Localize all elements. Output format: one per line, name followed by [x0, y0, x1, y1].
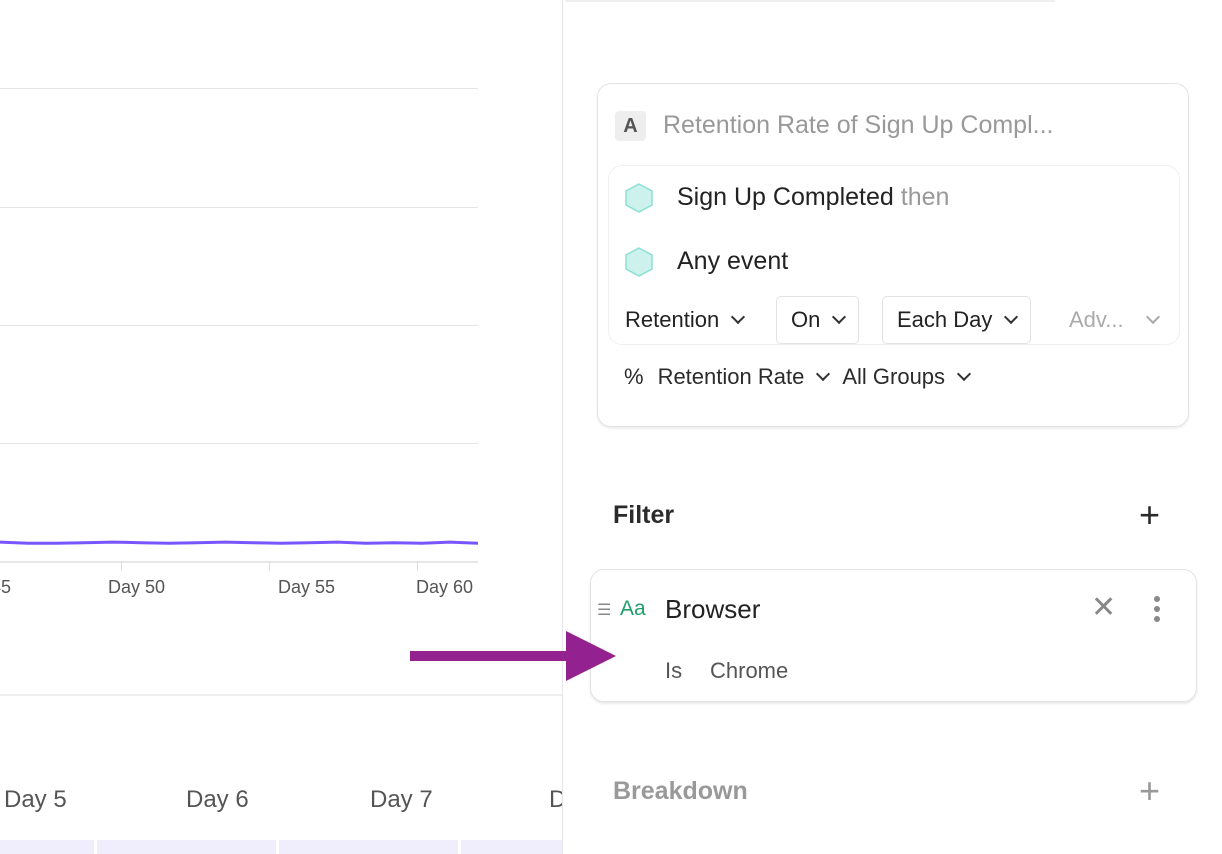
add-breakdown-plus-icon[interactable]: +: [1139, 770, 1161, 811]
chevron-down-icon: [956, 366, 972, 382]
filter-heading: Filter: [613, 501, 675, 529]
more-options-icon[interactable]: [1154, 596, 1160, 626]
column-header[interactable]: Day 5: [4, 786, 67, 813]
metric-card: A Retention Rate of Sign Up Compl... Sig…: [597, 83, 1189, 427]
event-hexagon-icon: [625, 247, 653, 277]
x-axis: [0, 561, 478, 563]
dropdown-label: Retention: [625, 307, 720, 332]
x-tick-label: Day 60: [416, 577, 474, 597]
event-hexagon-icon: [625, 183, 653, 213]
then-label: then: [900, 183, 950, 211]
gridline: [0, 207, 478, 208]
metric-badge: A: [615, 111, 646, 141]
chevron-down-icon: [1145, 309, 1160, 325]
x-tick: [121, 561, 122, 571]
x-tick-label: Day 55: [278, 577, 336, 597]
measure-dropdown[interactable]: Retention Rate: [657, 364, 831, 390]
dropdown-label: All Groups: [842, 364, 946, 389]
filter-operator[interactable]: Is: [665, 658, 683, 683]
chevron-down-icon: [816, 366, 831, 382]
table-cell[interactable]: [97, 840, 276, 854]
event-step-2[interactable]: Any event: [677, 247, 789, 275]
gridline: [0, 443, 478, 444]
retention-line-chart: [0, 540, 479, 545]
dropdown-label: Adv...: [1069, 307, 1124, 332]
column-header[interactable]: Day 6: [186, 786, 249, 813]
event-step-1[interactable]: Sign Up Completed then: [677, 183, 949, 212]
breakdown-heading: Breakdown: [613, 777, 748, 805]
event-name: Sign Up Completed: [677, 183, 894, 211]
string-type-icon: Aa: [620, 597, 646, 620]
x-tick-label: Day 50: [108, 577, 166, 597]
x-tick: [269, 561, 270, 571]
add-filter-plus-icon[interactable]: +: [1139, 494, 1161, 535]
column-header[interactable]: D: [549, 786, 562, 814]
measure-row: % Retention Rate All Groups: [624, 364, 972, 390]
retention-dropdown[interactable]: Retention: [625, 296, 746, 344]
chart-panel: Day 45 Day 50 Day 55 Day 60 Day 5 Day 6 …: [0, 0, 563, 854]
annotation-arrow-icon: [410, 631, 616, 681]
filter-property[interactable]: Browser: [665, 594, 761, 624]
table-cell[interactable]: [279, 840, 458, 854]
dropdown-label: On: [791, 307, 821, 332]
remove-filter-close-icon[interactable]: ✕: [1091, 591, 1117, 624]
drag-handle-icon[interactable]: ☰: [597, 602, 612, 619]
x-tick-label: Day 45: [0, 577, 12, 597]
chevron-down-icon: [731, 309, 746, 325]
gridline: [0, 325, 478, 326]
event-steps: Sign Up Completed then Any event Retenti…: [608, 165, 1180, 345]
groups-dropdown[interactable]: All Groups: [842, 364, 972, 390]
on-dropdown[interactable]: On: [776, 296, 860, 344]
retention-series-line: [0, 540, 479, 545]
dropdown-label: Each Day: [897, 307, 993, 332]
x-tick: [417, 561, 418, 571]
dropdown-label: Retention Rate: [657, 364, 805, 389]
percent-icon: %: [624, 364, 644, 389]
chevron-down-icon: [1004, 309, 1019, 325]
chevron-down-icon: [832, 309, 847, 325]
table-cell[interactable]: [0, 840, 94, 854]
top-divider: [565, 0, 1055, 2]
filter-item[interactable]: ☰ Aa Browser ✕ Is Chrome: [590, 569, 1197, 702]
column-header[interactable]: Day 7: [370, 786, 433, 813]
interval-dropdown[interactable]: Each Day: [882, 296, 1032, 344]
metric-title[interactable]: Retention Rate of Sign Up Compl...: [663, 111, 1054, 139]
filter-value[interactable]: Chrome: [710, 658, 789, 683]
section-divider: [0, 694, 562, 696]
table-cell[interactable]: [461, 840, 562, 854]
gridline: [0, 88, 478, 89]
advanced-dropdown[interactable]: Adv...: [1069, 296, 1160, 344]
